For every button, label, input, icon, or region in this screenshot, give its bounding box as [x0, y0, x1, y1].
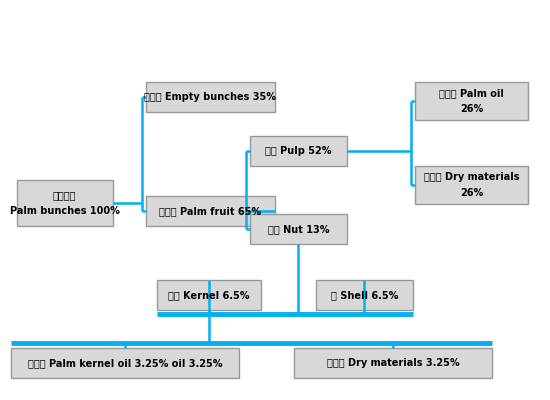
Text: 26%: 26%: [460, 188, 483, 198]
Text: 棕榈油 Palm oil: 棕榈油 Palm oil: [439, 88, 504, 98]
Text: 空果束 Empty bunches 35%: 空果束 Empty bunches 35%: [144, 92, 276, 102]
Text: Palm bunches 100%: Palm bunches 100%: [10, 206, 119, 216]
Text: 干物质 Dry materials 3.25%: 干物质 Dry materials 3.25%: [327, 358, 460, 368]
Text: 干物质 Dry materials: 干物质 Dry materials: [424, 172, 519, 182]
FancyBboxPatch shape: [157, 280, 261, 310]
FancyBboxPatch shape: [250, 136, 346, 166]
Text: 26%: 26%: [460, 104, 483, 114]
Text: 棕榈果束: 棕榈果束: [53, 190, 76, 200]
FancyBboxPatch shape: [16, 180, 113, 226]
Text: 棕仁 Kernel 6.5%: 棕仁 Kernel 6.5%: [168, 290, 250, 300]
Text: 果肉 Pulp 52%: 果肉 Pulp 52%: [265, 146, 332, 156]
FancyBboxPatch shape: [415, 82, 528, 120]
Text: 棕榈果 Palm fruit 65%: 棕榈果 Palm fruit 65%: [160, 206, 261, 216]
FancyBboxPatch shape: [146, 82, 275, 112]
FancyBboxPatch shape: [146, 196, 275, 226]
FancyBboxPatch shape: [250, 214, 346, 244]
FancyBboxPatch shape: [415, 166, 528, 204]
FancyBboxPatch shape: [11, 348, 239, 378]
Text: 壳 Shell 6.5%: 壳 Shell 6.5%: [331, 290, 398, 300]
FancyBboxPatch shape: [316, 280, 412, 310]
FancyBboxPatch shape: [294, 348, 492, 378]
Text: 果核 Nut 13%: 果核 Nut 13%: [268, 224, 329, 234]
Text: 棕仁油 Palm kernel oil 3.25% oil 3.25%: 棕仁油 Palm kernel oil 3.25% oil 3.25%: [28, 358, 222, 368]
